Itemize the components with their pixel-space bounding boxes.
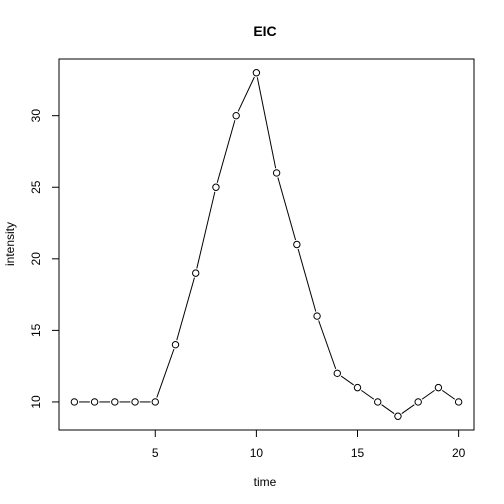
- series-line-segment: [401, 404, 415, 414]
- y-tick-label: 15: [29, 323, 43, 337]
- chart-title: EIC: [253, 23, 276, 39]
- series-line-segment: [441, 389, 456, 400]
- series-line-segment: [421, 389, 435, 400]
- y-tick-label: 30: [29, 109, 43, 123]
- data-point: [212, 183, 220, 191]
- x-tick-label: 20: [452, 446, 466, 460]
- series-line-segment: [340, 375, 354, 386]
- series-line-segment: [256, 77, 277, 169]
- data-point: [272, 169, 281, 177]
- x-axis-label: time: [254, 475, 277, 489]
- series-line-segment: [297, 248, 317, 312]
- series-line-segment: [277, 177, 297, 241]
- data-point: [151, 398, 159, 406]
- series-line-segment: [361, 389, 375, 400]
- data-point: [90, 398, 99, 406]
- data-point: [313, 312, 321, 320]
- x-tick-label: 5: [152, 446, 159, 460]
- series-line-segment: [381, 404, 395, 414]
- series-line-segment: [176, 277, 195, 341]
- data-point: [111, 398, 119, 406]
- data-point: [374, 398, 382, 406]
- data-point: [70, 398, 79, 406]
- data-point: [293, 240, 301, 249]
- data-point: [394, 412, 402, 420]
- data-point: [353, 383, 362, 392]
- series-line-segment: [156, 348, 175, 398]
- data-point: [333, 369, 341, 378]
- data-point: [252, 69, 261, 77]
- series-line-segment: [196, 191, 216, 269]
- data-point: [131, 398, 139, 406]
- y-tick-label: 10: [29, 395, 43, 409]
- plot-frame: [58, 58, 475, 431]
- x-tick-label: 10: [250, 446, 264, 460]
- series-line-segment: [318, 320, 337, 370]
- y-axis: 10 15 20 25 30: [29, 109, 60, 409]
- y-tick-label: 20: [29, 252, 43, 266]
- y-tick-label: 25: [29, 180, 43, 194]
- x-tick-label: 15: [351, 446, 365, 460]
- data-point: [192, 269, 200, 277]
- y-axis-label: intensity: [3, 222, 17, 266]
- data-point: [434, 383, 443, 392]
- x-axis: 5 10 15 20: [152, 429, 466, 460]
- data-point: [171, 340, 180, 349]
- data-point: [414, 398, 422, 406]
- data-point: [454, 398, 463, 406]
- series-line-segment: [216, 120, 236, 183]
- series-line-segment: [237, 76, 255, 112]
- data-point: [232, 111, 240, 120]
- series-group: [70, 69, 463, 420]
